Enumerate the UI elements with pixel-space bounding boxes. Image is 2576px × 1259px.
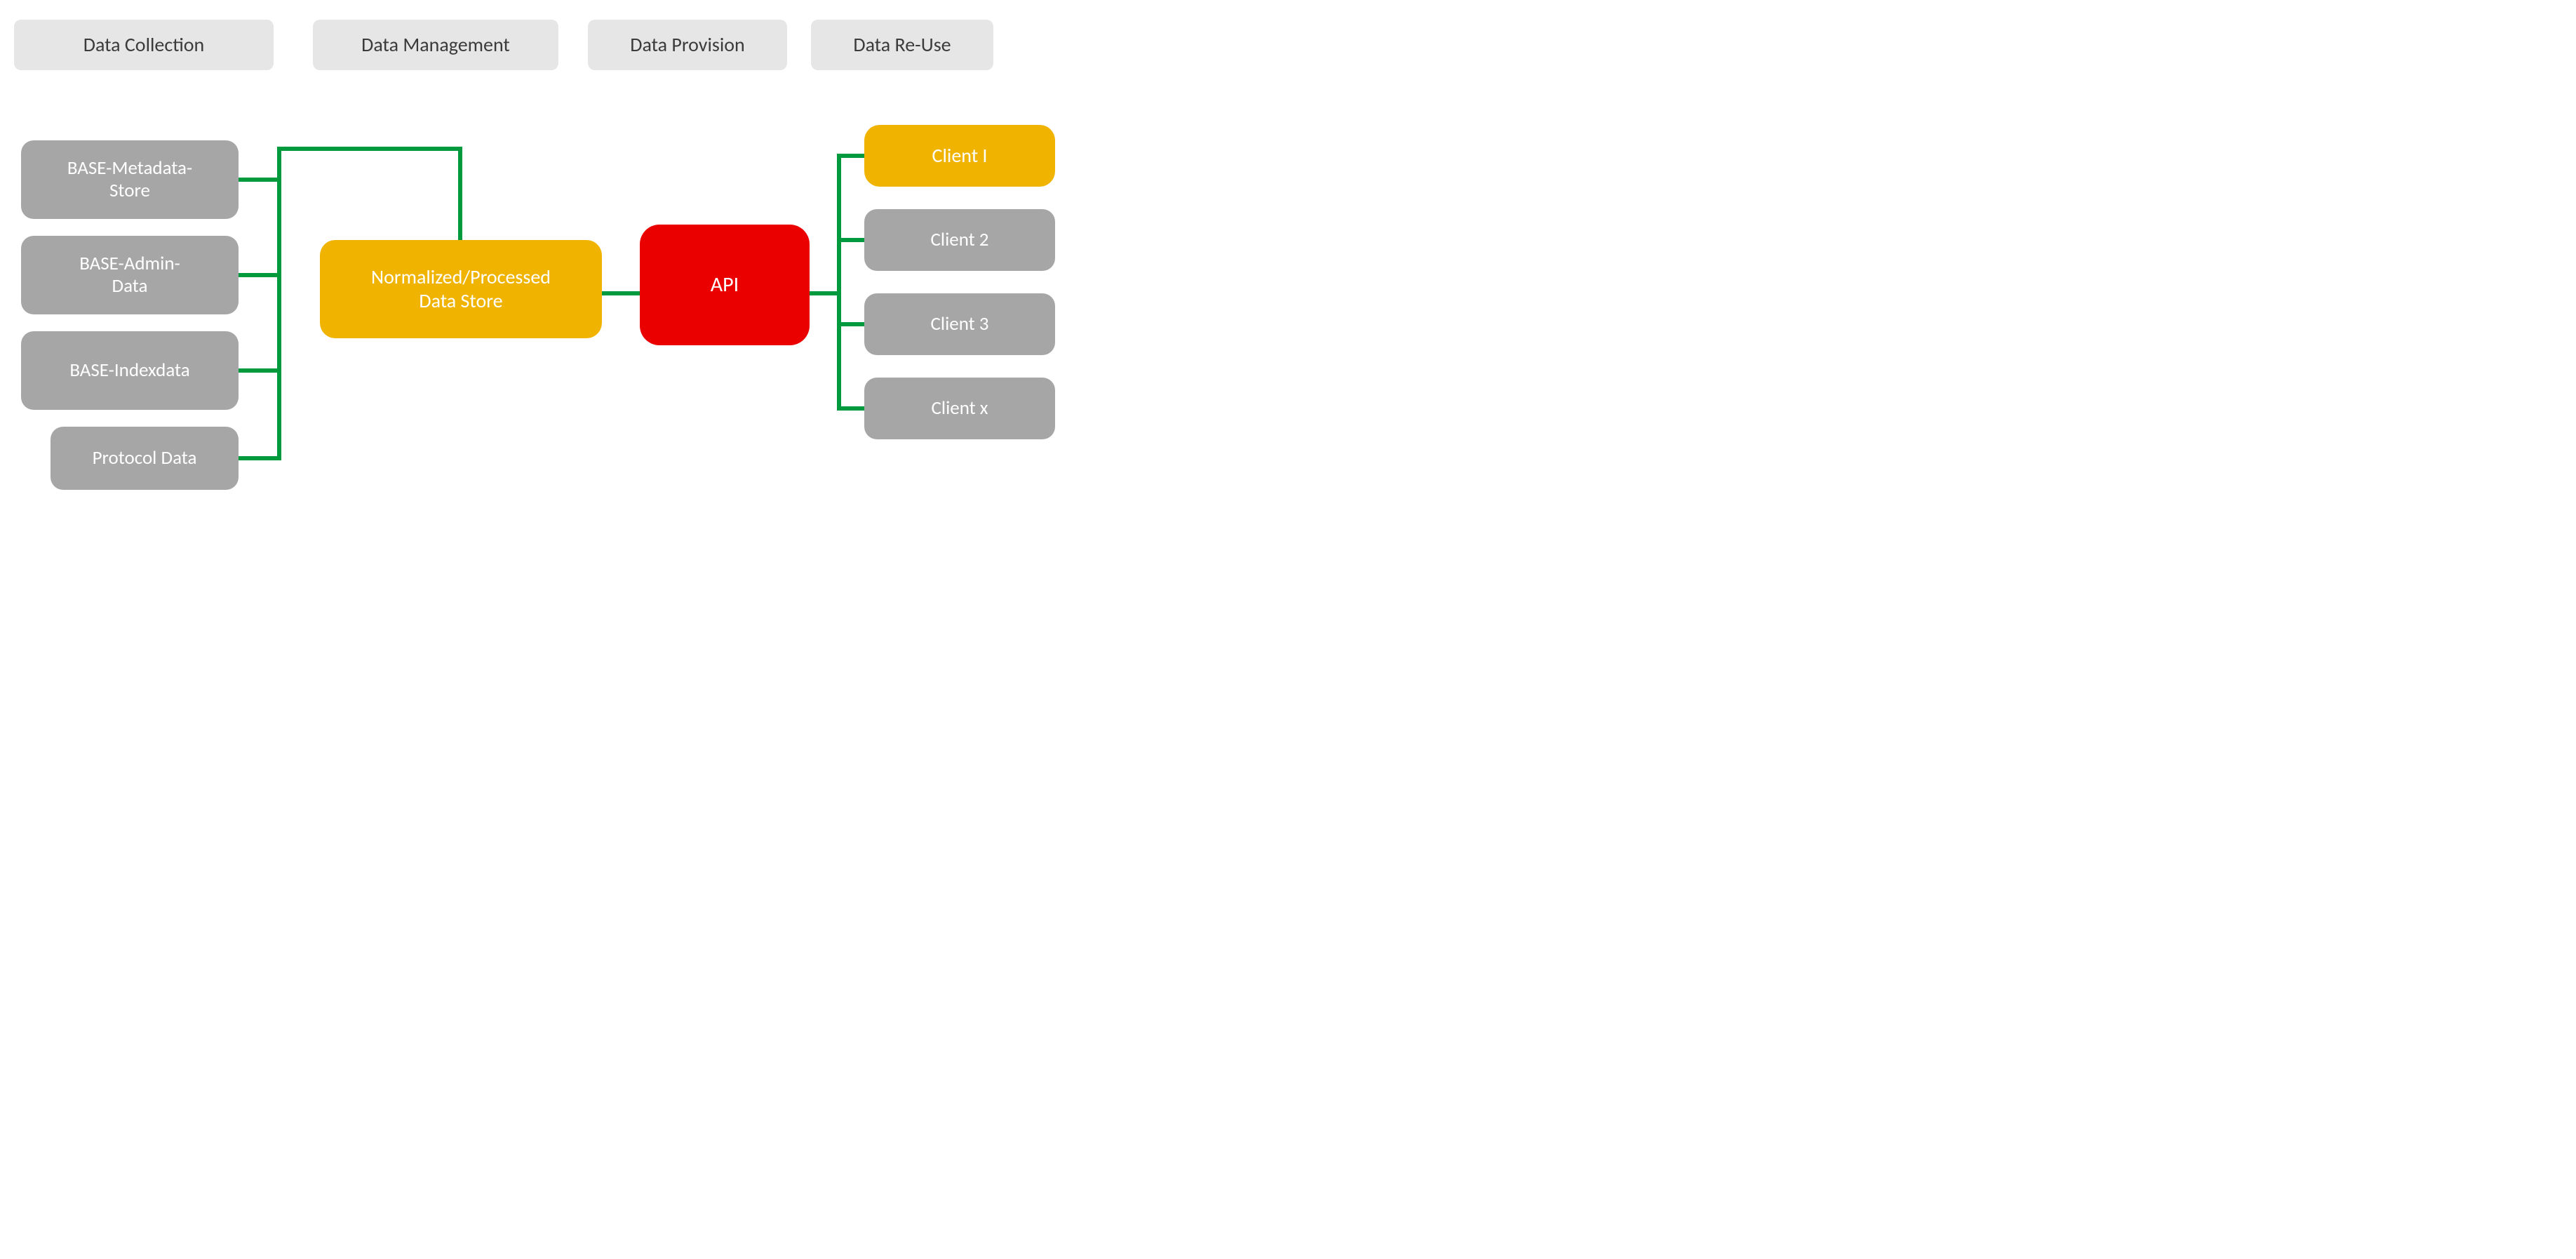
header-h3: Data Provision: [588, 20, 787, 70]
source-n1: BASE-Metadata- Store: [21, 140, 239, 219]
header-h1: Data Collection: [14, 20, 274, 70]
api-node: API: [640, 225, 810, 345]
source-n4: Protocol Data: [51, 427, 239, 490]
processed-store: Normalized/Processed Data Store: [320, 240, 602, 338]
client-c2: Client 2: [864, 209, 1055, 271]
client-c1: Client I: [864, 125, 1055, 187]
client-c3: Client 3: [864, 293, 1055, 355]
header-h4: Data Re-Use: [811, 20, 993, 70]
diagram-canvas: Data Collection Data Management Data Provi…: [0, 0, 1078, 526]
source-n3: BASE-Indexdata: [21, 331, 239, 410]
source-n2: BASE-Admin- Data: [21, 236, 239, 314]
client-c4: Client x: [864, 378, 1055, 439]
header-h2: Data Management: [313, 20, 558, 70]
